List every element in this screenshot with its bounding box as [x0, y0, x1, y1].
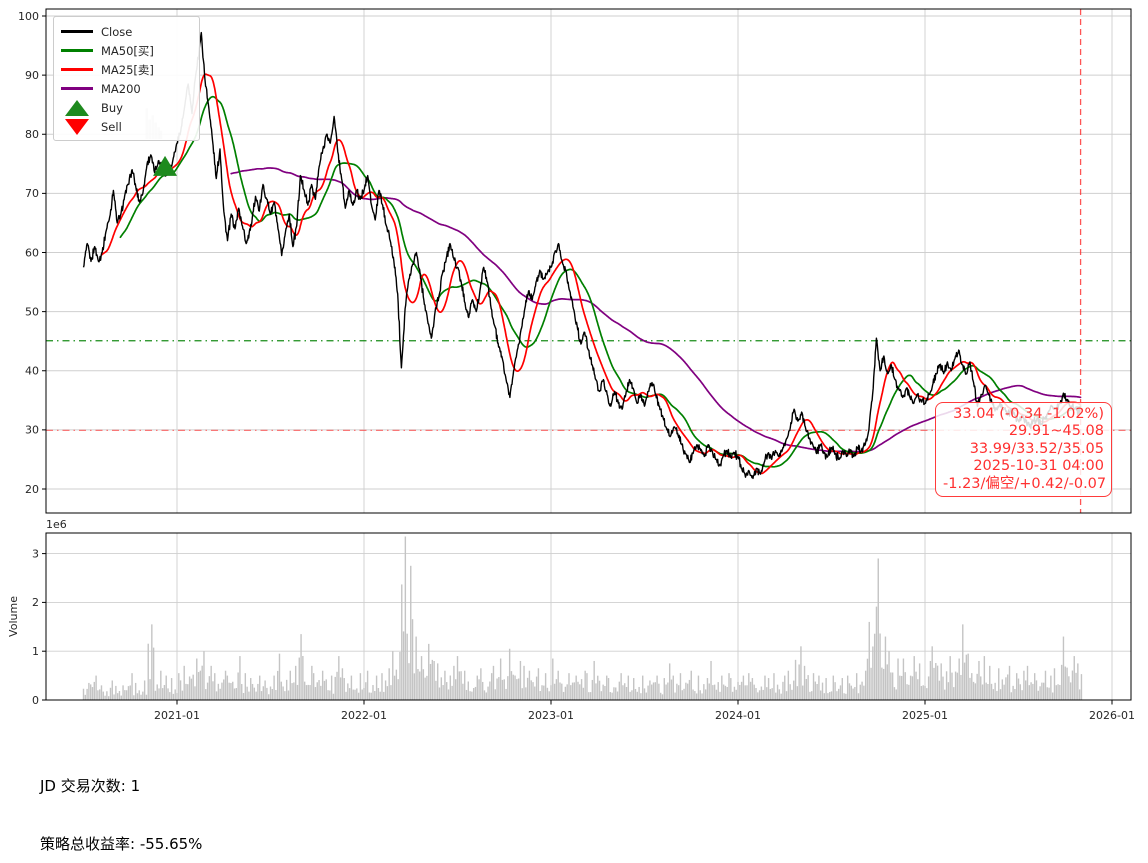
- chart-legend: Close MA50[买] MA25[卖] MA200 Buy Sell: [53, 16, 200, 141]
- svg-text:80: 80: [25, 128, 39, 141]
- ma25-line-swatch: [60, 68, 94, 71]
- tooltip-datetime: 2025-10-31 04:00: [973, 458, 1104, 475]
- tooltip-range: 29.91~45.08: [1008, 423, 1104, 440]
- legend-item-ma25: MA25[卖]: [60, 60, 193, 79]
- trade-count: JD 交易次数: 1: [40, 776, 141, 795]
- legend-item-buy: Buy: [60, 98, 193, 117]
- legend-item-close: Close: [60, 22, 193, 41]
- svg-text:Volume: Volume: [7, 596, 20, 637]
- tooltip-ma-values: 33.99/33.52/35.05: [969, 440, 1104, 457]
- svg-text:60: 60: [25, 246, 39, 259]
- legend-label: Buy: [101, 100, 123, 115]
- svg-text:50: 50: [25, 305, 39, 318]
- sell-marker-icon: [60, 118, 94, 135]
- svg-text:0: 0: [32, 694, 39, 707]
- svg-text:70: 70: [25, 187, 39, 200]
- tooltip-signal: -1.23/偏空/+0.42/-0.07: [943, 475, 1107, 492]
- svg-text:40: 40: [25, 365, 39, 378]
- tooltip-price-change: 33.04 (-0.34 -1.02%): [953, 406, 1104, 422]
- ma200-line-swatch: [60, 87, 94, 90]
- svg-text:1: 1: [32, 645, 39, 658]
- close-line-swatch: [60, 30, 94, 33]
- svg-text:2023-01: 2023-01: [528, 709, 574, 722]
- price-info-tooltip: 33.04 (-0.34 -1.02%) 29.91~45.08 33.99/3…: [935, 402, 1112, 497]
- svg-text:20: 20: [25, 483, 39, 496]
- legend-label: MA50[买]: [101, 43, 154, 58]
- legend-item-ma200: MA200: [60, 79, 193, 98]
- legend-label: MA200: [101, 81, 141, 96]
- svg-text:2022-01: 2022-01: [341, 709, 387, 722]
- svg-text:2024-01: 2024-01: [715, 709, 761, 722]
- svg-text:1e6: 1e6: [46, 518, 67, 531]
- legend-item-sell: Sell: [60, 117, 193, 136]
- legend-item-ma50: MA50[买]: [60, 41, 193, 60]
- svg-text:2021-01: 2021-01: [154, 709, 200, 722]
- ma50-line-swatch: [60, 49, 94, 52]
- legend-label: MA25[卖]: [101, 62, 154, 77]
- svg-text:2: 2: [32, 596, 39, 609]
- legend-label: Sell: [101, 119, 122, 134]
- strategy-summary: JD 交易次数: 1 策略总收益率: -55.65% 长期持有收益: -55.6…: [40, 738, 530, 863]
- buy-marker-icon: [60, 99, 94, 116]
- legend-label: Close: [101, 24, 133, 39]
- svg-text:90: 90: [25, 69, 39, 82]
- svg-text:100: 100: [18, 10, 39, 23]
- price-volume-chart: 20 30 40 50 60 70 80 90 100 0 1 2 3 2021-01 2022-01 202…: [7, 8, 1135, 722]
- svg-text:2026-01: 2026-01: [1089, 709, 1135, 722]
- svg-text:3: 3: [32, 547, 39, 560]
- strategy-return: 策略总收益率: -55.65%: [40, 835, 203, 854]
- svg-text:2025-01: 2025-01: [902, 709, 948, 722]
- svg-text:30: 30: [25, 424, 39, 437]
